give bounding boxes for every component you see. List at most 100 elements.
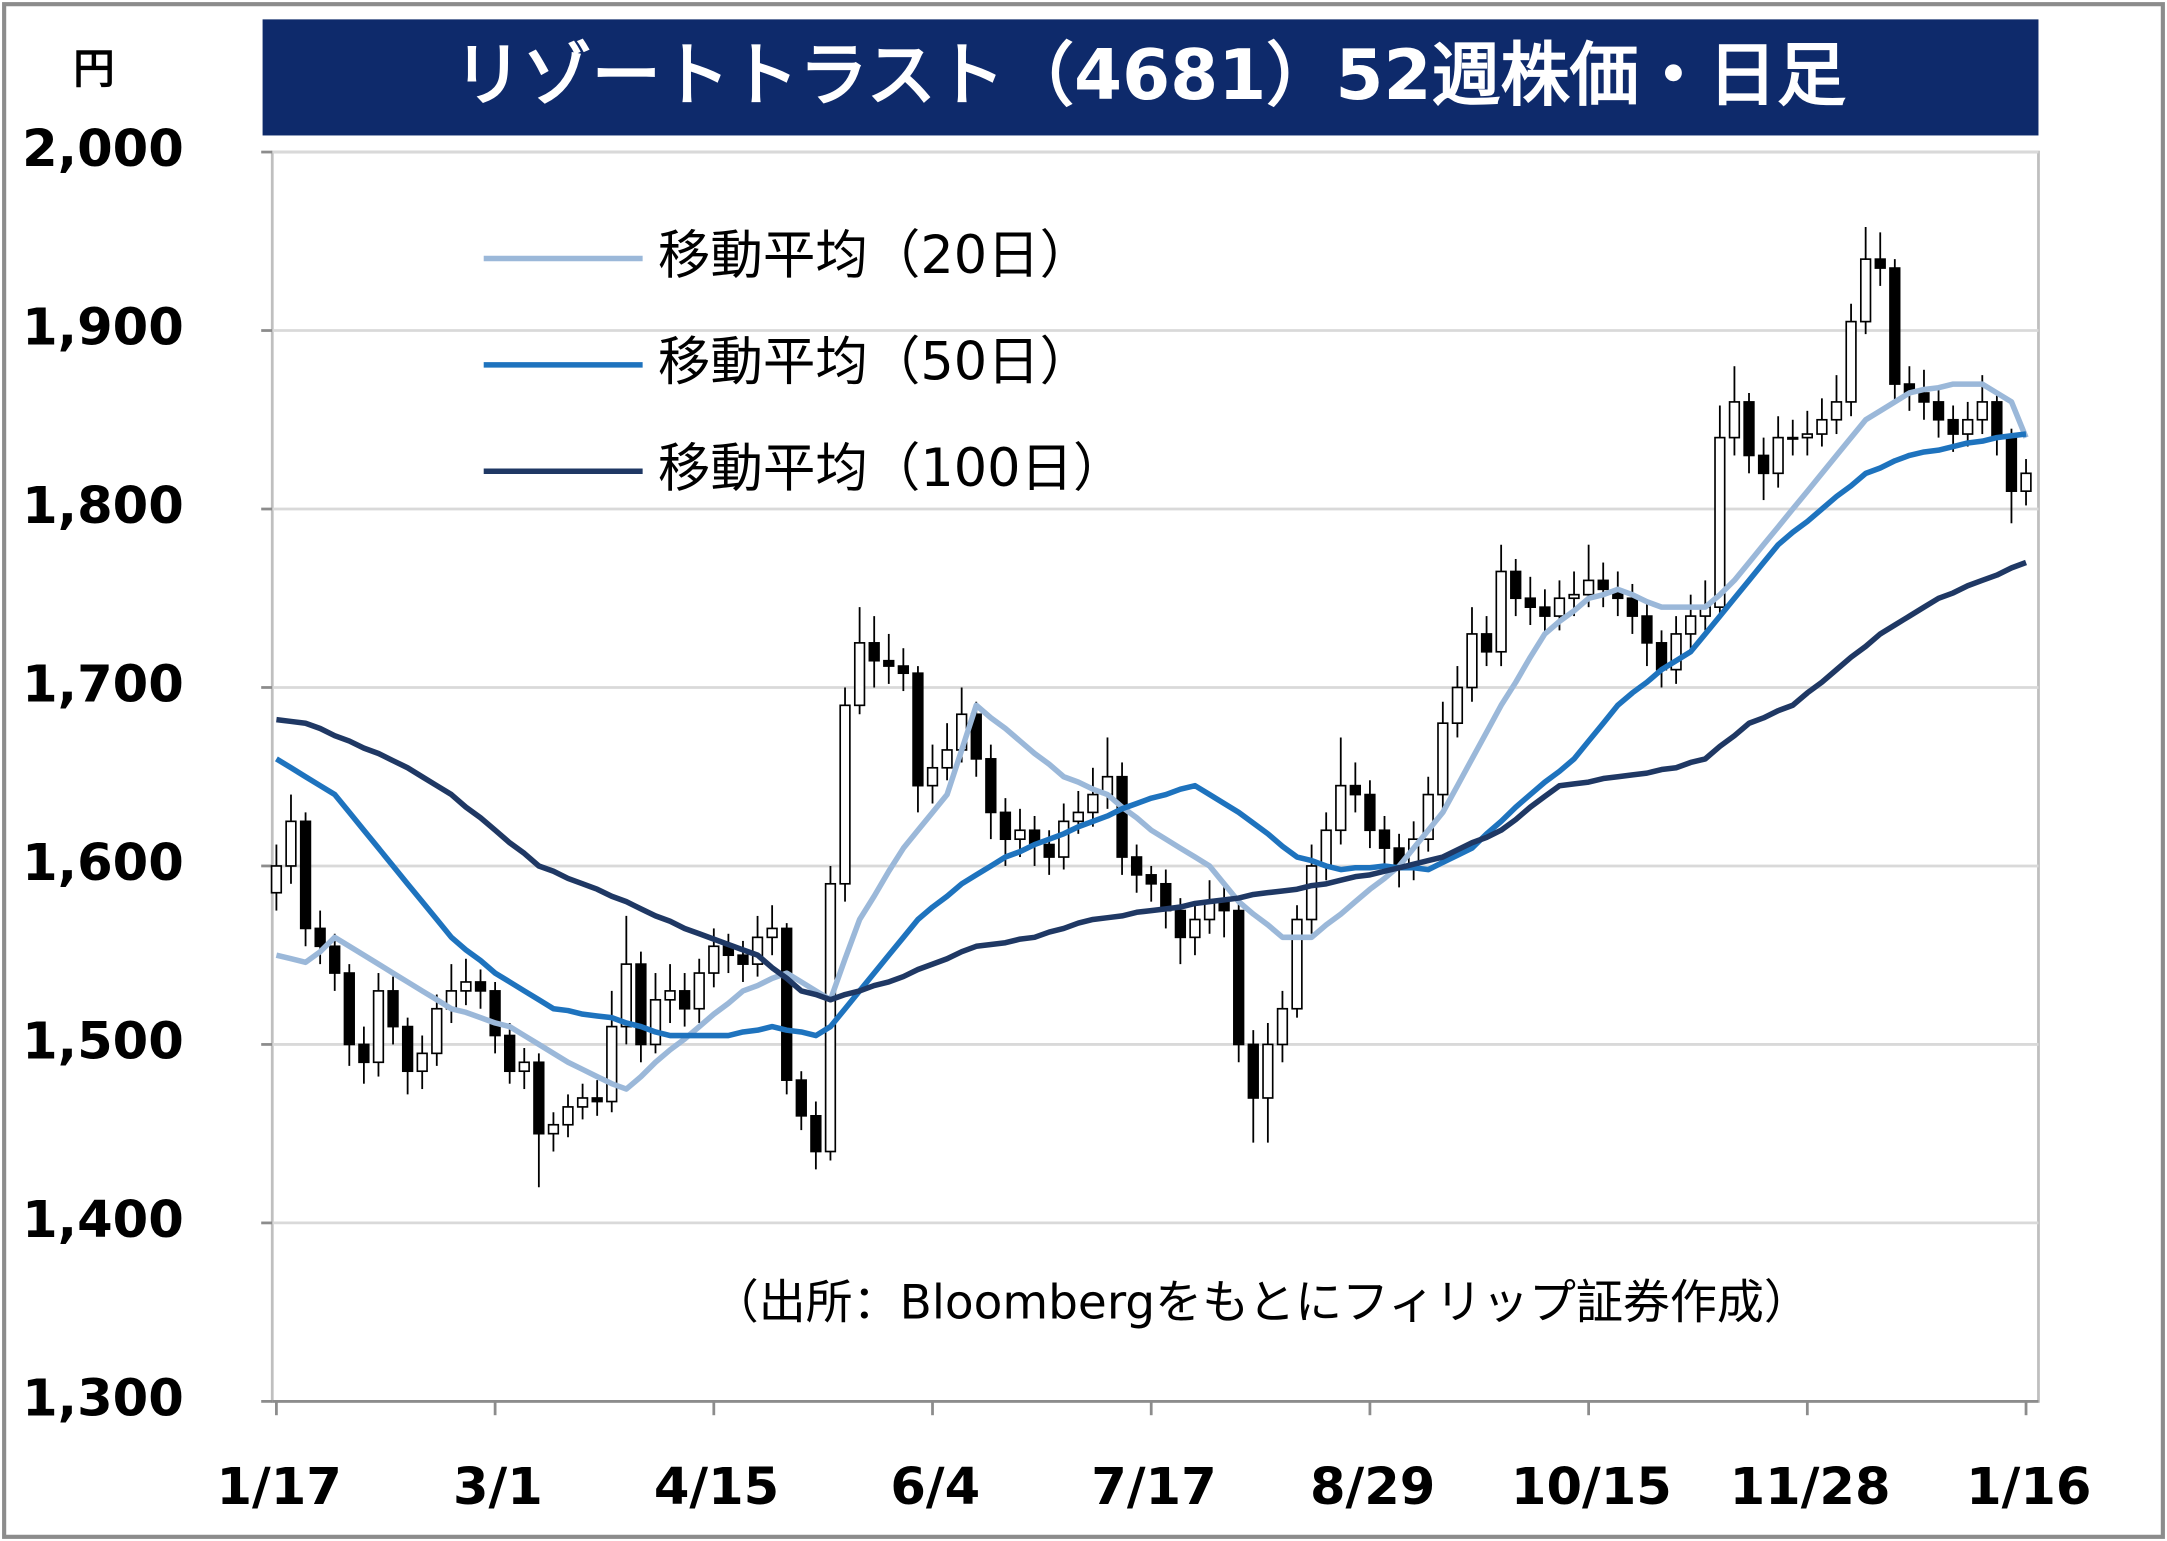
candle-body — [1043, 843, 1055, 858]
candle-body — [649, 998, 662, 1046]
y-tick-label: 1,600 — [22, 834, 184, 893]
candle-body — [1437, 722, 1449, 796]
y-tick-label: 2,000 — [22, 120, 184, 179]
candle-body — [343, 972, 355, 1046]
candle-body — [431, 1007, 443, 1055]
candle-body — [824, 882, 837, 1153]
candle-body — [1787, 436, 1799, 440]
candle-body — [1801, 433, 1813, 439]
candle-body — [387, 990, 399, 1028]
candle-body — [1947, 418, 1959, 435]
candle-body — [664, 990, 676, 1001]
candle-body — [912, 672, 924, 787]
candle-body — [897, 665, 910, 675]
candle-body — [1364, 793, 1376, 832]
candle-body — [1859, 258, 1872, 323]
candle-body — [737, 954, 749, 965]
candle-body — [1874, 258, 1886, 269]
candle-body — [1889, 267, 1901, 385]
candle-body — [1072, 811, 1084, 823]
candle-body — [868, 642, 880, 662]
candle-body — [401, 1025, 414, 1073]
candle-body — [1349, 784, 1362, 796]
candle-body — [1670, 633, 1682, 671]
candle-body — [1932, 401, 1945, 421]
candle-body — [1378, 829, 1391, 849]
candle-body — [926, 766, 939, 787]
candle-body — [1757, 454, 1770, 475]
legend-label: 移動平均（50日） — [658, 332, 1092, 393]
candle-body — [576, 1097, 589, 1108]
candle-body — [693, 972, 705, 1010]
candle-body — [1816, 418, 1828, 435]
candle-body — [533, 1061, 545, 1135]
x-tick-label: 8/29 — [1310, 1458, 1435, 1517]
candle-body — [474, 981, 487, 992]
candle-body — [1480, 633, 1493, 653]
candle-body — [1116, 775, 1128, 858]
x-tick-label: 6/4 — [890, 1458, 980, 1517]
candle-body — [1539, 606, 1551, 617]
x-tick-label: 7/17 — [1091, 1458, 1216, 1517]
candle-body — [329, 945, 341, 974]
candle-body — [518, 1061, 530, 1073]
moving-average-line — [275, 381, 2029, 1092]
candle-body — [1189, 918, 1201, 939]
grid — [272, 150, 2039, 1403]
candle-body — [1291, 918, 1303, 1010]
candle-body — [1276, 1007, 1289, 1046]
candle-body — [1262, 1043, 1274, 1099]
candle-body — [1247, 1043, 1259, 1099]
candle-body — [1553, 597, 1566, 617]
candle-body — [1058, 820, 1070, 858]
candle-body — [970, 713, 982, 760]
candle-body — [678, 990, 691, 1010]
candle-body — [2005, 436, 2018, 492]
candle-body — [1626, 597, 1639, 617]
y-unit: 円 — [73, 45, 114, 93]
y-tick-label: 1,800 — [22, 477, 184, 536]
moving-average-line — [276, 559, 2027, 1003]
chart-title: リゾートトラスト（4681）52週株価・日足 — [454, 36, 1847, 116]
candle-body — [883, 659, 895, 667]
y-tick-label: 1,300 — [22, 1369, 184, 1428]
y-tick-label: 1,700 — [22, 655, 184, 714]
candle-body — [1174, 909, 1187, 939]
candle-body — [1014, 829, 1026, 841]
candle-body — [620, 963, 632, 1028]
candle-body — [1830, 401, 1843, 421]
candle-body — [299, 820, 312, 930]
candle-body — [1685, 615, 1697, 635]
candle-body — [591, 1097, 603, 1103]
candle-body — [1991, 401, 2003, 439]
candle-body — [1510, 570, 1522, 600]
candle-body — [416, 1052, 428, 1073]
candle-body — [781, 927, 793, 1081]
x-tick-label: 3/1 — [453, 1458, 543, 1517]
candle-body — [1641, 615, 1653, 644]
candle-body — [1568, 593, 1580, 600]
candle-body — [504, 1034, 516, 1073]
candle-body — [941, 749, 953, 769]
candle-body — [1495, 570, 1507, 653]
candle-body — [1305, 865, 1318, 921]
candle-body — [358, 1043, 370, 1064]
candle-body — [1233, 909, 1245, 1046]
candle-body — [985, 758, 997, 814]
candle-body — [766, 927, 778, 939]
candle-body — [562, 1106, 574, 1126]
candle-body — [1335, 784, 1347, 832]
candle-body — [489, 990, 501, 1037]
candle-body — [1130, 856, 1143, 876]
candle-body — [1714, 436, 1726, 608]
candle-body — [1976, 401, 1988, 421]
candle-body — [635, 963, 647, 1046]
title-box — [262, 19, 2039, 136]
candle-body — [1145, 874, 1157, 885]
candle-body — [372, 990, 385, 1064]
x-tick-label: 1/16 — [1966, 1458, 2091, 1517]
legend-label: 移動平均（100日） — [658, 438, 1126, 499]
candle-body — [1743, 401, 1755, 457]
